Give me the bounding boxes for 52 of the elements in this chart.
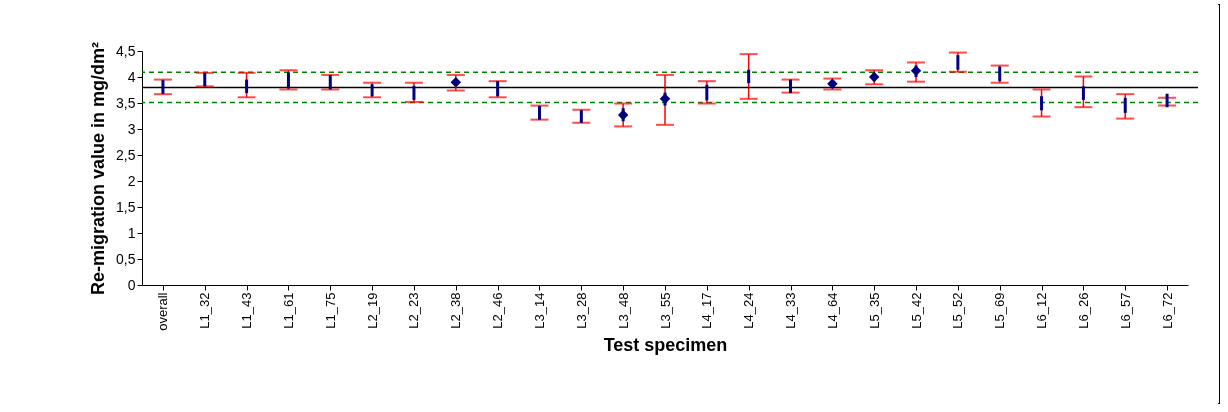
bar <box>412 85 416 100</box>
y-tick-label: 1,5 <box>116 198 136 215</box>
y-axis-title: Re-migration value in mg/dm² <box>88 41 109 296</box>
x-tick-label: L1_61 <box>280 292 296 329</box>
x-tick-label: L4_24 <box>741 292 757 329</box>
x-tick-label: L3_55 <box>657 292 673 329</box>
bar <box>1081 86 1085 100</box>
y-tick-label: 1 <box>127 224 136 241</box>
y-tick-label: 4,5 <box>116 42 136 59</box>
y-tick-label: 2 <box>127 172 136 189</box>
bar <box>956 55 960 70</box>
x-axis-title: Test specimen <box>603 334 728 355</box>
y-tick-label: 3,5 <box>116 94 136 111</box>
x-tick-label: L1_43 <box>239 292 255 329</box>
x-tick-label: L3_28 <box>573 292 589 329</box>
bar <box>245 79 249 94</box>
x-tick-label: L1_75 <box>322 292 338 329</box>
x-tick-label: L3_14 <box>531 292 547 329</box>
bar <box>1165 93 1169 108</box>
bar <box>1123 97 1127 113</box>
bar <box>621 108 625 122</box>
x-tick-label: L5_35 <box>866 292 882 329</box>
y-tick-label: 0 <box>127 276 136 293</box>
x-tick-label: L2_19 <box>364 292 380 329</box>
bar <box>747 69 751 84</box>
x-tick-label: L6_26 <box>1075 292 1091 329</box>
x-tick-label: L5_52 <box>950 292 966 329</box>
bar <box>705 84 709 101</box>
x-tick-label: L2_23 <box>406 292 422 329</box>
x-tick-label: L1_32 <box>197 292 213 329</box>
y-tick-label: 4 <box>127 68 136 85</box>
y-tick-label: 2,5 <box>116 146 136 163</box>
x-tick-label: L4_33 <box>783 292 799 329</box>
x-tick-label: L2_38 <box>448 292 464 329</box>
y-tick-label: 0,5 <box>116 250 136 267</box>
x-tick-label: L5_42 <box>908 292 924 329</box>
point <box>827 78 838 89</box>
bar <box>872 72 876 82</box>
x-tick-label: L4_64 <box>824 292 840 329</box>
bar <box>663 92 667 106</box>
x-tick-label: L6_72 <box>1159 292 1175 329</box>
x-tick-label: L4_17 <box>699 292 715 329</box>
x-tick-label: overall <box>155 292 171 331</box>
x-tick-label: L5_69 <box>992 292 1008 329</box>
x-tick-label: L2_46 <box>490 292 506 329</box>
y-tick-label: 3 <box>127 120 136 137</box>
bar <box>914 65 918 77</box>
x-tick-label: L6_12 <box>1034 292 1050 329</box>
x-tick-label: L3_48 <box>615 292 631 329</box>
bar <box>1040 96 1044 111</box>
point <box>450 76 462 88</box>
x-tick-label: L6_57 <box>1117 292 1133 329</box>
